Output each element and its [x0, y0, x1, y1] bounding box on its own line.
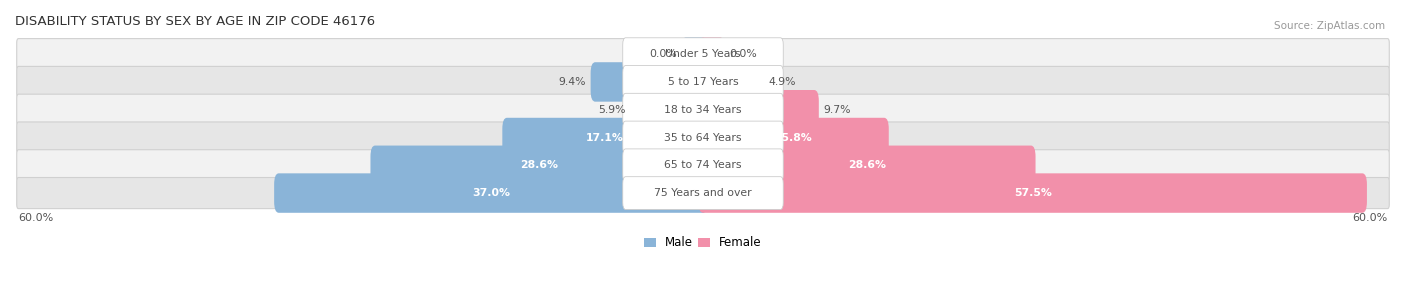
Text: 28.6%: 28.6% — [848, 160, 886, 170]
Text: 65 to 74 Years: 65 to 74 Years — [664, 160, 742, 170]
FancyBboxPatch shape — [623, 149, 783, 182]
Text: 9.7%: 9.7% — [824, 105, 851, 115]
FancyBboxPatch shape — [631, 90, 707, 130]
FancyBboxPatch shape — [623, 66, 783, 98]
FancyBboxPatch shape — [17, 150, 1389, 181]
Text: DISABILITY STATUS BY SEX BY AGE IN ZIP CODE 46176: DISABILITY STATUS BY SEX BY AGE IN ZIP C… — [15, 15, 375, 28]
Text: Under 5 Years: Under 5 Years — [665, 49, 741, 59]
FancyBboxPatch shape — [17, 94, 1389, 125]
Text: 60.0%: 60.0% — [18, 213, 53, 223]
Text: 35 to 64 Years: 35 to 64 Years — [664, 133, 742, 143]
FancyBboxPatch shape — [370, 146, 707, 185]
Text: 5 to 17 Years: 5 to 17 Years — [668, 77, 738, 87]
FancyBboxPatch shape — [17, 66, 1389, 98]
FancyBboxPatch shape — [699, 146, 1036, 185]
FancyBboxPatch shape — [623, 121, 783, 154]
Text: 0.0%: 0.0% — [650, 49, 676, 59]
Text: 37.0%: 37.0% — [472, 188, 510, 198]
Text: 5.9%: 5.9% — [599, 105, 626, 115]
FancyBboxPatch shape — [699, 118, 889, 157]
Text: 60.0%: 60.0% — [1353, 213, 1388, 223]
Text: Source: ZipAtlas.com: Source: ZipAtlas.com — [1274, 21, 1385, 31]
Text: 9.4%: 9.4% — [558, 77, 586, 87]
FancyBboxPatch shape — [274, 173, 707, 213]
Text: 17.1%: 17.1% — [586, 133, 624, 143]
FancyBboxPatch shape — [17, 178, 1389, 209]
Text: 4.9%: 4.9% — [768, 77, 796, 87]
Text: 57.5%: 57.5% — [1014, 188, 1052, 198]
Text: 15.8%: 15.8% — [775, 133, 813, 143]
Legend: Male, Female: Male, Female — [640, 232, 766, 254]
FancyBboxPatch shape — [502, 118, 707, 157]
FancyBboxPatch shape — [623, 38, 783, 71]
FancyBboxPatch shape — [682, 37, 706, 71]
Text: 75 Years and over: 75 Years and over — [654, 188, 752, 198]
FancyBboxPatch shape — [17, 39, 1389, 70]
Text: 0.0%: 0.0% — [730, 49, 756, 59]
FancyBboxPatch shape — [699, 62, 763, 102]
FancyBboxPatch shape — [623, 93, 783, 126]
Text: 18 to 34 Years: 18 to 34 Years — [664, 105, 742, 115]
FancyBboxPatch shape — [17, 122, 1389, 153]
FancyBboxPatch shape — [623, 177, 783, 209]
Text: 28.6%: 28.6% — [520, 160, 558, 170]
FancyBboxPatch shape — [591, 62, 707, 102]
FancyBboxPatch shape — [699, 90, 818, 130]
FancyBboxPatch shape — [700, 37, 724, 71]
FancyBboxPatch shape — [699, 173, 1367, 213]
